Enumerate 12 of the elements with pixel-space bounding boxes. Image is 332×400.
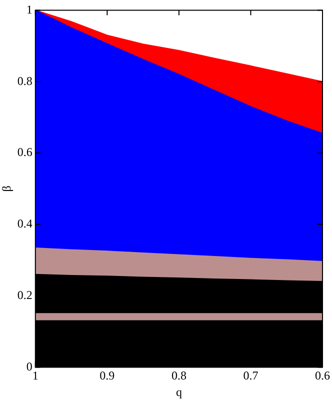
y-tick-label: 0.8 [17,74,32,88]
y-tick-label: 0.6 [17,145,32,160]
x-tick-label: 0.7 [243,368,258,383]
x-tick-label: 0.9 [100,368,115,383]
y-tick-label: 0.4 [17,216,32,231]
x-tick-label: 0.6 [315,368,330,383]
y-tick-label: 0 [26,359,32,374]
y-tick-label: 0.2 [17,288,32,302]
y-tick-label: 1 [26,2,32,16]
x-tick-label: 0.8 [171,368,186,383]
x-axis-title: q [176,384,182,399]
y-axis-title: β [0,186,14,192]
